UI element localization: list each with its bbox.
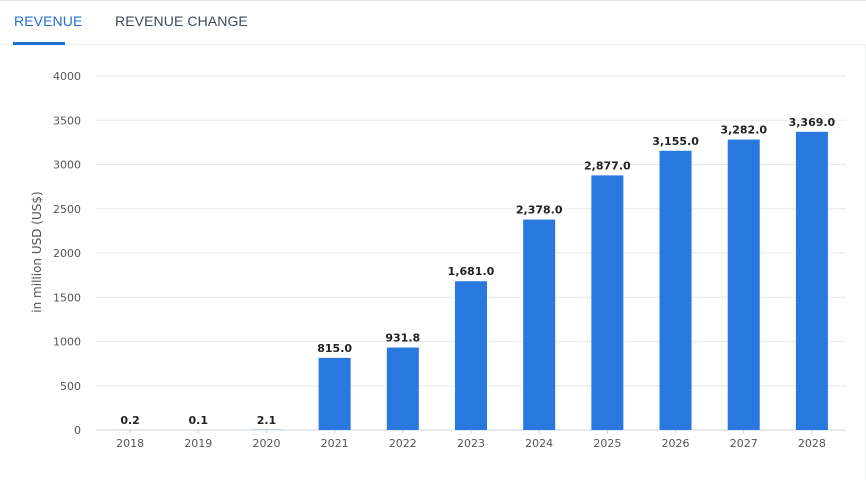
tab-revenue[interactable]: REVENUE (14, 13, 83, 29)
x-tick-label: 2025 (593, 437, 621, 450)
bar[interactable] (386, 347, 419, 430)
y-axis-label: in million USD (US$) (30, 191, 44, 312)
active-tab-indicator (13, 42, 65, 45)
x-tick-label: 2022 (389, 437, 417, 450)
bar-value-label: 3,369.0 (789, 116, 836, 129)
bars (114, 131, 828, 430)
x-axis-ticks: 2018 2019 2020 2021 2022 2023 2024 2025 2026 2027… (116, 430, 826, 450)
bar-value-label: 0.2 (120, 414, 140, 427)
bar-value-label: 0.1 (189, 414, 209, 427)
top-divider (0, 0, 866, 1)
x-tick-label: 2020 (252, 437, 280, 450)
bar[interactable] (523, 219, 556, 430)
y-tick-label: 1500 (53, 291, 81, 304)
bar-value-label: 3,155.0 (652, 135, 699, 148)
y-axis-ticks: 0 500 1000 1500 2000 2500 3000 3500 4000 (53, 70, 81, 437)
value-labels: 0.2 0.1 2.1 815.0 931.8 1,681.0 2,378.0 2,877.0… (120, 116, 835, 427)
bar[interactable] (727, 139, 760, 430)
bar[interactable] (659, 150, 692, 430)
bar-value-label: 931.8 (385, 332, 420, 345)
x-tick-label: 2018 (116, 437, 144, 450)
y-tick-label: 2500 (53, 203, 81, 216)
bar[interactable] (795, 131, 828, 430)
bar[interactable] (318, 357, 351, 430)
tab-bar: REVENUE REVENUE CHANGE (0, 1, 866, 45)
bar-value-label: 2,877.0 (584, 159, 631, 172)
x-tick-label: 2019 (184, 437, 212, 450)
x-tick-label: 2028 (798, 437, 826, 450)
bar-value-label: 2.1 (257, 414, 277, 427)
y-tick-label: 2000 (53, 247, 81, 260)
x-tick-label: 2024 (525, 437, 553, 450)
x-tick-label: 2026 (662, 437, 690, 450)
y-tick-label: 4000 (53, 70, 81, 83)
bar-value-label: 1,681.0 (448, 265, 495, 278)
bar[interactable] (455, 281, 487, 430)
y-tick-label: 3000 (53, 159, 81, 172)
y-tick-label: 0 (74, 424, 81, 437)
x-tick-label: 2027 (730, 437, 758, 450)
y-tick-label: 500 (60, 380, 81, 393)
bar[interactable] (591, 175, 624, 430)
bar-value-label: 3,282.0 (720, 124, 767, 137)
bar-value-label: 815.0 (317, 342, 352, 355)
y-tick-label: 3500 (53, 114, 81, 127)
x-tick-label: 2023 (457, 437, 485, 450)
x-tick-label: 2021 (321, 437, 349, 450)
bar-value-label: 2,378.0 (516, 204, 563, 217)
y-tick-label: 1000 (53, 336, 81, 349)
tab-revenue-change[interactable]: REVENUE CHANGE (115, 13, 248, 29)
